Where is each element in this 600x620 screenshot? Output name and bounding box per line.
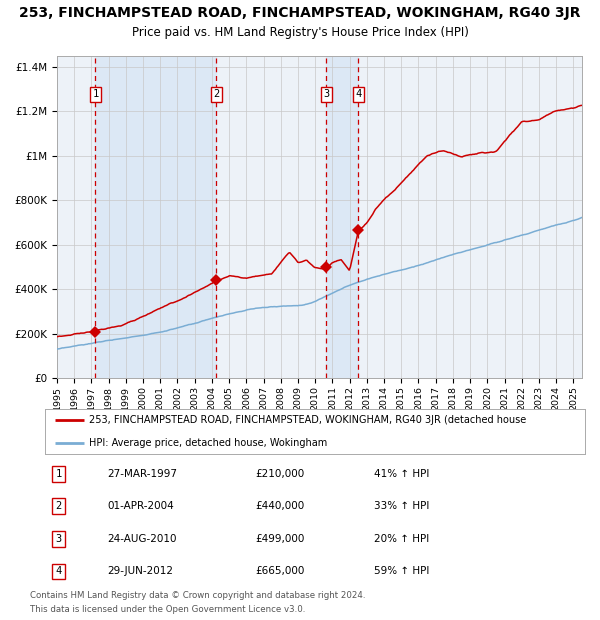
Text: £499,000: £499,000	[256, 534, 305, 544]
Text: 4: 4	[355, 89, 361, 99]
Text: 20% ↑ HPI: 20% ↑ HPI	[374, 534, 430, 544]
Text: Price paid vs. HM Land Registry's House Price Index (HPI): Price paid vs. HM Land Registry's House …	[131, 26, 469, 39]
Text: 4: 4	[55, 567, 62, 577]
Text: 59% ↑ HPI: 59% ↑ HPI	[374, 567, 430, 577]
Text: This data is licensed under the Open Government Licence v3.0.: This data is licensed under the Open Gov…	[30, 604, 305, 614]
Text: 2: 2	[213, 89, 220, 99]
Text: £210,000: £210,000	[256, 469, 305, 479]
Text: 29-JUN-2012: 29-JUN-2012	[107, 567, 173, 577]
Text: 01-APR-2004: 01-APR-2004	[107, 502, 174, 512]
Text: 3: 3	[55, 534, 62, 544]
Bar	[95, 56, 216, 378]
Text: 33% ↑ HPI: 33% ↑ HPI	[374, 502, 430, 512]
Text: 253, FINCHAMPSTEAD ROAD, FINCHAMPSTEAD, WOKINGHAM, RG40 3JR (detached house: 253, FINCHAMPSTEAD ROAD, FINCHAMPSTEAD, …	[89, 415, 527, 425]
Bar	[326, 56, 358, 378]
Text: £665,000: £665,000	[256, 567, 305, 577]
Text: 27-MAR-1997: 27-MAR-1997	[107, 469, 177, 479]
Text: 2: 2	[55, 502, 62, 512]
Text: 253, FINCHAMPSTEAD ROAD, FINCHAMPSTEAD, WOKINGHAM, RG40 3JR: 253, FINCHAMPSTEAD ROAD, FINCHAMPSTEAD, …	[19, 6, 581, 20]
Text: 1: 1	[55, 469, 62, 479]
Text: 41% ↑ HPI: 41% ↑ HPI	[374, 469, 430, 479]
Text: HPI: Average price, detached house, Wokingham: HPI: Average price, detached house, Woki…	[89, 438, 328, 448]
Text: Contains HM Land Registry data © Crown copyright and database right 2024.: Contains HM Land Registry data © Crown c…	[30, 590, 365, 600]
Text: 24-AUG-2010: 24-AUG-2010	[107, 534, 176, 544]
Text: 3: 3	[323, 89, 329, 99]
Text: £440,000: £440,000	[256, 502, 305, 512]
Text: 1: 1	[92, 89, 98, 99]
